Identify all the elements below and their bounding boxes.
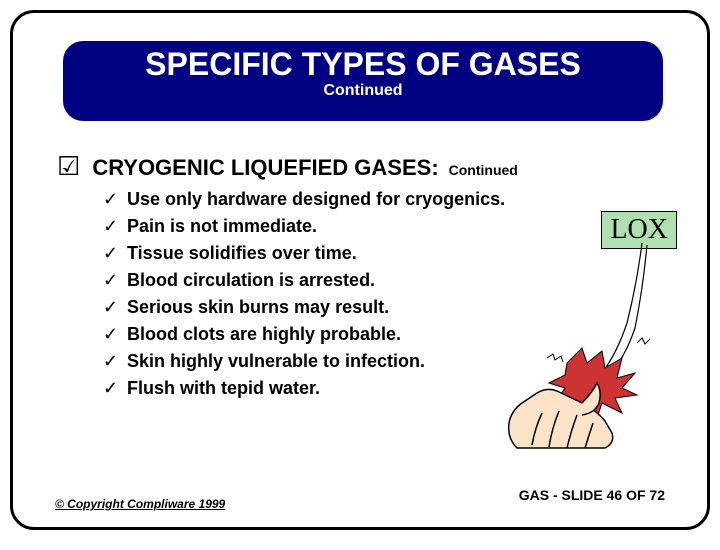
check-icon: ✓ <box>103 351 127 372</box>
check-icon: ✓ <box>103 216 127 237</box>
slide-frame: SPECIFIC TYPES OF GASES Continued ☑ CRYO… <box>10 10 710 530</box>
bullet-text: Blood circulation is arrested. <box>127 270 375 291</box>
bullet-text: Blood clots are highly probable. <box>127 324 401 345</box>
copyright-text: © Copyright Compliware 1999 <box>55 497 225 511</box>
check-icon: ✓ <box>103 243 127 264</box>
bullet-text: Pain is not immediate. <box>127 216 317 237</box>
title-main: SPECIFIC TYPES OF GASES <box>63 47 663 82</box>
check-icon: ✓ <box>103 378 127 399</box>
bullet-text: Flush with tepid water. <box>127 378 320 399</box>
bullet-list: ✓ Use only hardware designed for cryogen… <box>103 189 505 405</box>
list-item: ✓ Blood clots are highly probable. <box>103 324 505 345</box>
title-sub: Continued <box>63 82 663 100</box>
check-icon: ✓ <box>103 189 127 210</box>
slide-counter: GAS - SLIDE 46 OF 72 <box>519 487 665 503</box>
bullet-text: Skin highly vulnerable to infection. <box>127 351 425 372</box>
check-icon: ✓ <box>103 324 127 345</box>
section-heading-row: ☑ CRYOGENIC LIQUEFIED GASES: Continued <box>57 151 518 182</box>
title-box: SPECIFIC TYPES OF GASES Continued <box>63 41 663 121</box>
section-suffix: Continued <box>449 162 518 178</box>
lox-illustration <box>487 243 677 453</box>
list-item: ✓ Serious skin burns may result. <box>103 297 505 318</box>
check-icon: ✓ <box>103 297 127 318</box>
list-item: ✓ Skin highly vulnerable to infection. <box>103 351 505 372</box>
bullet-text: Serious skin burns may result. <box>127 297 389 318</box>
section-heading: CRYOGENIC LIQUEFIED GASES: <box>92 155 438 181</box>
bullet-text: Tissue solidifies over time. <box>127 243 357 264</box>
list-item: ✓ Pain is not immediate. <box>103 216 505 237</box>
list-item: ✓ Flush with tepid water. <box>103 378 505 399</box>
bullet-text: Use only hardware designed for cryogenic… <box>127 189 505 210</box>
list-item: ✓ Tissue solidifies over time. <box>103 243 505 264</box>
list-item: ✓ Use only hardware designed for cryogen… <box>103 189 505 210</box>
checkbox-icon: ☑ <box>57 151 80 182</box>
check-icon: ✓ <box>103 270 127 291</box>
list-item: ✓ Blood circulation is arrested. <box>103 270 505 291</box>
